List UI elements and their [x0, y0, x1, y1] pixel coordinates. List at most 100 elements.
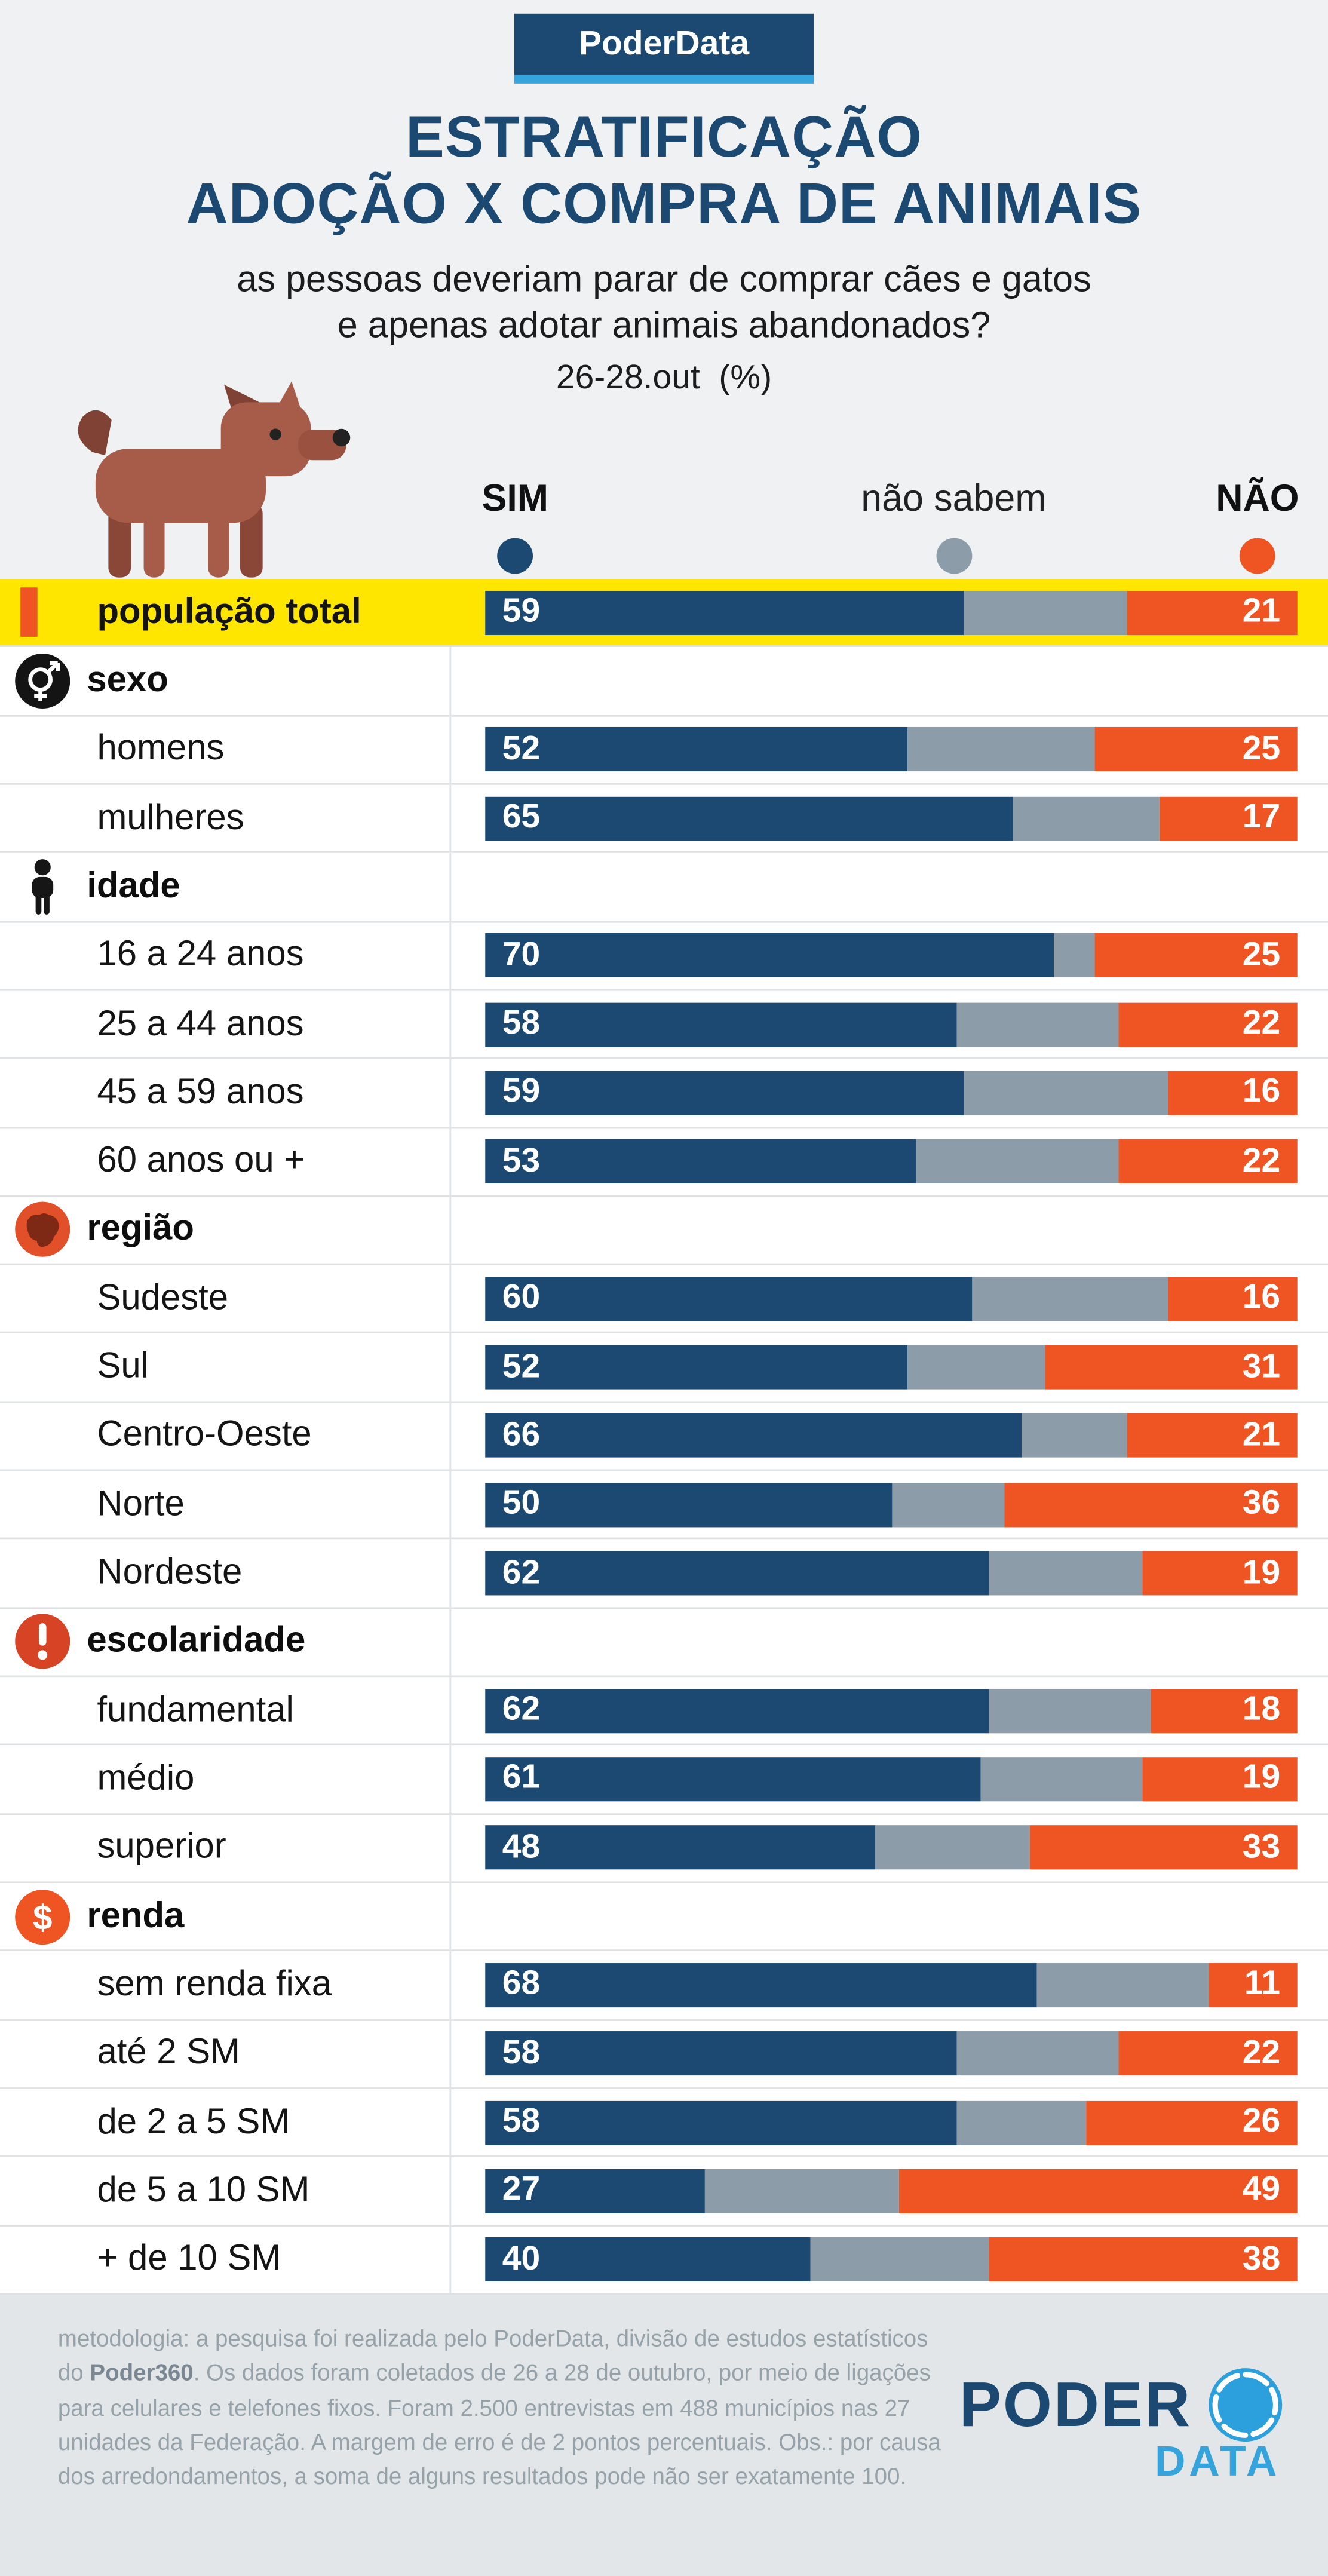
bar-sim: 52 [485, 727, 908, 772]
brazil-map-icon [14, 1201, 72, 1259]
row-label: Centro-Oeste [97, 1415, 312, 1455]
bar-nao-value: 19 [1242, 1759, 1281, 1798]
section-row: sexo [0, 647, 1328, 716]
bar-nao-value: 31 [1242, 1348, 1281, 1385]
row-label-cell: 60 anos ou + [0, 1128, 452, 1195]
row-label-cell: superior [0, 1814, 452, 1882]
bar-nao: 22 [1118, 2031, 1298, 2076]
bar-nao: 11 [1208, 1962, 1298, 2007]
bar-sim: 66 [485, 1413, 1022, 1458]
bar-nao-value: 49 [1242, 2171, 1281, 2209]
bar-sim: 62 [485, 1551, 989, 1596]
row-bar-cell: 52 25 [451, 716, 1328, 783]
title-line1: ESTRATIFICAÇÃO [406, 105, 922, 170]
bar-nao-sabem [956, 1002, 1119, 1047]
row-label: população total [97, 591, 361, 631]
bar-sim-value: 65 [502, 798, 541, 836]
bar-sim-value: 58 [502, 2034, 541, 2072]
bar-sim: 27 [485, 2169, 705, 2213]
row-label-cell: de 5 a 10 SM [0, 2157, 452, 2225]
row-label-cell: sem renda fixa [0, 1951, 452, 2019]
table-row: Centro-Oeste 66 21 [0, 1402, 1328, 1471]
bar-sim: 48 [485, 1826, 875, 1870]
row-bar-cell: 48 33 [451, 1814, 1328, 1881]
brand-badge: PoderData [514, 13, 814, 84]
section-label: renda [87, 1896, 185, 1936]
row-label-cell: 16 a 24 anos [0, 922, 452, 989]
row-label-cell: até 2 SM [0, 2020, 452, 2087]
bar-nao-value: 16 [1242, 1279, 1281, 1317]
stacked-bar: 58 22 [485, 2031, 1298, 2076]
stacked-bar: 50 36 [485, 1482, 1298, 1527]
stacked-bar: 68 11 [485, 1962, 1298, 2007]
bar-sim-value: 61 [502, 1759, 541, 1798]
bar-sim-value: 70 [502, 936, 541, 974]
row-label-cell: Norte [0, 1471, 452, 1538]
bar-nao: 33 [1029, 1826, 1298, 1870]
bar-nao-value: 18 [1242, 1691, 1281, 1729]
bar-nao-value: 36 [1242, 1485, 1281, 1523]
bar-sim: 70 [485, 933, 1054, 978]
row-label-cell: Sul [0, 1333, 452, 1401]
row-label-cell: de 2 a 5 SM [0, 2089, 452, 2156]
bar-sim-value: 53 [502, 1142, 541, 1180]
table-row: Norte 50 36 [0, 1471, 1328, 1540]
stacked-bar: 62 18 [485, 1688, 1298, 1733]
bar-nao: 18 [1151, 1688, 1298, 1733]
bar-sim-value: 48 [502, 1828, 541, 1866]
table-row: mulheres 65 17 [0, 784, 1328, 854]
rows: população total 59 21 sexo [0, 578, 1328, 2295]
table-row: até 2 SM 58 22 [0, 2020, 1328, 2089]
row-label-cell: homens [0, 716, 452, 783]
row-bar-cell: 58 22 [451, 2020, 1328, 2087]
bar-nao: 19 [1143, 1757, 1298, 1802]
person-icon [14, 858, 72, 916]
legend-dot-nao-sabem [936, 538, 972, 574]
bar-sim: 53 [485, 1139, 916, 1184]
stacked-bar: 48 33 [485, 1826, 1298, 1870]
stacked-bar: 70 25 [485, 933, 1298, 978]
bar-nao-sabem [704, 2169, 900, 2213]
bar-nao: 26 [1086, 2100, 1298, 2145]
legend-item-nao-sabem: não sabem [861, 477, 1046, 574]
table-row: + de 10 SM 40 38 [0, 2226, 1328, 2295]
section-label-cell: sexo [0, 647, 452, 714]
bar-sim: 50 [485, 1482, 891, 1527]
row-bar-cell: 65 17 [451, 785, 1328, 852]
table-row: sem renda fixa 68 11 [0, 1951, 1328, 2020]
row-label: médio [97, 1758, 195, 1798]
bar-nao-sabem [875, 1826, 1030, 1870]
row-bar-cell: 70 25 [451, 922, 1328, 989]
bar-nao: 22 [1118, 1002, 1298, 1047]
legend-label-nao: NÃO [1216, 477, 1299, 520]
row-label-cell: Sudeste [0, 1265, 452, 1332]
date-label: 26-28.out (%) [556, 359, 772, 397]
bar-sim-value: 62 [502, 1691, 541, 1729]
row-label: de 2 a 5 SM [97, 2102, 290, 2141]
bar-nao: 31 [1045, 1345, 1298, 1390]
row-bar-cell: 60 16 [451, 1265, 1328, 1332]
table-row: Sudeste 60 16 [0, 1265, 1328, 1334]
stacked-bar: 40 38 [485, 2237, 1298, 2282]
bar-sim-value: 52 [502, 730, 541, 768]
stacked-bar: 27 49 [485, 2169, 1298, 2213]
row-label: Sudeste [97, 1278, 229, 1318]
bar-nao-value: 16 [1242, 1073, 1281, 1111]
methodology-bold: Poder360 [90, 2360, 194, 2386]
row-bar-cell: 58 22 [451, 990, 1328, 1057]
table-row: 16 a 24 anos 70 25 [0, 922, 1328, 991]
bar-nao-value: 19 [1242, 1553, 1281, 1591]
legend-label-sim: SIM [481, 477, 549, 520]
row-label: mulheres [97, 798, 244, 838]
bar-nao-sabem [1037, 1962, 1209, 2007]
row-bar-cell: 59 16 [451, 1059, 1328, 1126]
bar-sim-value: 27 [502, 2171, 541, 2209]
methodology-text: metodologia: a pesquisa foi realizada pe… [58, 2322, 952, 2576]
row-label-cell: mulheres [0, 784, 452, 852]
row-label: homens [97, 729, 225, 769]
row-label-cell: Nordeste [0, 1540, 452, 1607]
section-label-cell: escolaridade [0, 1608, 452, 1676]
bar-nao: 36 [1005, 1482, 1298, 1527]
bar-sim-value: 58 [502, 1004, 541, 1042]
page-title: ESTRATIFICAÇÃO ADOÇÃO X COMPRA DE ANIMAI… [0, 106, 1328, 240]
